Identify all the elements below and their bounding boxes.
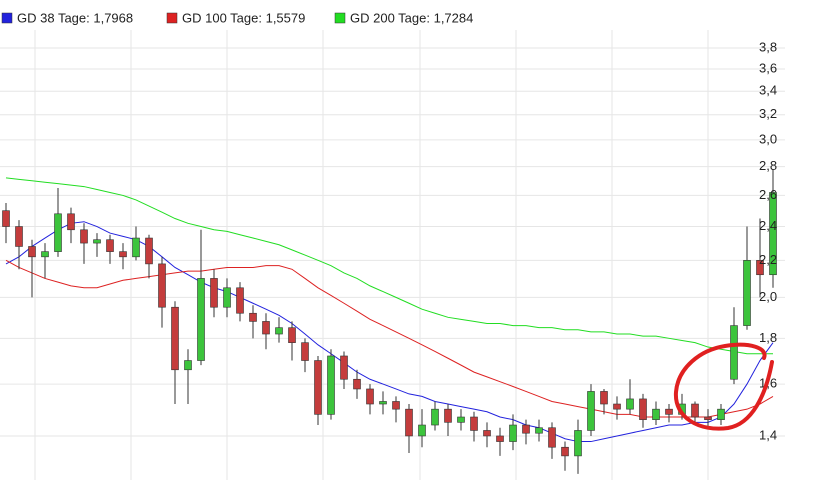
grid: [0, 47, 785, 437]
candle-body: [756, 260, 764, 276]
candle-body: [717, 408, 725, 420]
candle-body: [145, 237, 153, 265]
candle-body: [106, 239, 114, 252]
candle-body: [366, 388, 374, 405]
candle-body: [262, 321, 270, 335]
candle-body: [743, 260, 751, 326]
legend: GD 38 Tage: 1,7968 GD 100 Tage: 1,5579 GD …: [1, 10, 473, 25]
candle-body: [119, 251, 127, 258]
candle-body: [288, 327, 296, 343]
y-tick-label: 2,6: [759, 187, 777, 202]
candle-body: [535, 427, 543, 434]
candle-body: [457, 416, 465, 423]
candle-body: [574, 430, 582, 457]
lines: [5, 177, 774, 443]
candle-body: [704, 416, 712, 420]
candle-body: [301, 342, 309, 361]
candle-body: [197, 278, 205, 361]
y-tick-label: 3,4: [759, 83, 777, 98]
candle-body: [483, 430, 491, 437]
y-tick-label: 3,2: [759, 106, 777, 121]
candle-body: [561, 446, 569, 457]
candle-body: [665, 408, 673, 415]
candle-body: [652, 408, 660, 420]
candle-body: [158, 263, 166, 308]
ma-line: [5, 177, 773, 355]
candle-body: [2, 210, 10, 227]
legend-swatch: [166, 12, 178, 24]
y-tick-label: 2,8: [759, 158, 777, 173]
y-tick-label: 2,0: [759, 289, 777, 304]
candle-body: [184, 360, 192, 371]
candle-body: [730, 325, 738, 380]
vertical-grid: [34, 30, 709, 480]
candle-body: [379, 401, 387, 405]
candle-body: [444, 408, 452, 423]
candle-body: [340, 355, 348, 380]
candles: [2, 169, 777, 474]
candle-body: [392, 401, 400, 410]
candle-body: [54, 213, 62, 252]
candle-body: [509, 424, 517, 442]
candle-body: [15, 226, 23, 247]
candle-body: [314, 360, 322, 415]
candle-body: [132, 237, 140, 258]
legend-label: GD 200 Tage: 1,7284: [350, 10, 473, 25]
y-tick-label: 2,2: [759, 252, 777, 267]
y-tick-label: 3,6: [759, 60, 777, 75]
candle-body: [691, 403, 699, 418]
candle-body: [353, 378, 361, 390]
candle-body: [418, 424, 426, 437]
legend-label: GD 100 Tage: 1,5579: [182, 10, 305, 25]
candle-body: [431, 408, 439, 426]
y-tick-label: 2,4: [759, 218, 777, 233]
candle-body: [28, 246, 36, 258]
candle-body: [275, 327, 283, 335]
candle-body: [236, 287, 244, 314]
candle-body: [405, 408, 413, 437]
y-tick-label: 1,8: [759, 330, 777, 345]
candle-body: [613, 403, 621, 410]
legend-swatch: [1, 12, 13, 24]
candle-body: [522, 424, 530, 434]
candle-body: [626, 398, 634, 410]
candle-body: [67, 213, 75, 231]
candle-body: [769, 192, 777, 276]
y-tick-label: 1,4: [759, 427, 777, 442]
candle-body: [41, 251, 49, 258]
candle-body: [210, 278, 218, 308]
legend-label: GD 38 Tage: 1,7968: [17, 10, 133, 25]
candle-body: [327, 355, 335, 415]
candle-body: [171, 306, 179, 371]
y-tick-label: 3,8: [759, 39, 777, 54]
y-axis: 1,41,61,82,02,22,42,62,83,03,23,43,63,8: [759, 39, 777, 442]
highlight-circle: [673, 342, 774, 431]
candle-body: [587, 391, 595, 431]
candle-body: [249, 312, 257, 322]
candle-body: [639, 398, 647, 420]
candle-body: [93, 239, 101, 244]
candle-body: [548, 427, 556, 448]
candle-body: [496, 435, 504, 442]
candle-body: [80, 229, 88, 244]
candle-body: [600, 391, 608, 405]
y-tick-label: 3,0: [759, 131, 777, 146]
legend-swatch: [334, 12, 346, 24]
candle-body: [223, 287, 231, 308]
candle-body: [470, 416, 478, 431]
